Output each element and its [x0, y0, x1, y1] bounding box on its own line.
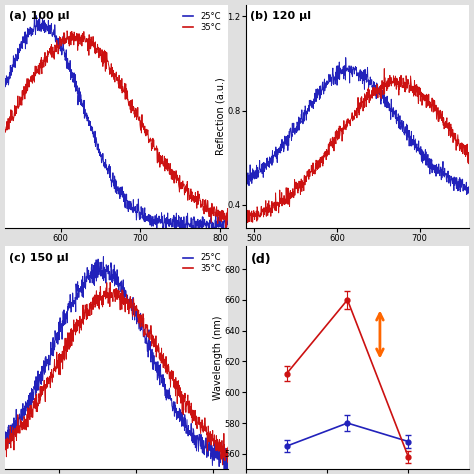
- Text: (c) 150 μl: (c) 150 μl: [9, 253, 69, 263]
- Text: (b) 120 μl: (b) 120 μl: [250, 11, 311, 21]
- X-axis label: Wavelength (nm): Wavelength (nm): [74, 248, 159, 258]
- Legend: 25°C, 35°C: 25°C, 35°C: [180, 250, 224, 276]
- Text: (d): (d): [250, 253, 271, 265]
- Text: (a) 100 μl: (a) 100 μl: [9, 11, 70, 21]
- Y-axis label: Wavelength (nm): Wavelength (nm): [213, 315, 223, 400]
- Y-axis label: Reflection (a.u.): Reflection (a.u.): [216, 78, 226, 155]
- Legend: 25°C, 35°C: 25°C, 35°C: [180, 9, 224, 35]
- X-axis label: Wavelength (nm): Wavelength (nm): [315, 248, 400, 258]
